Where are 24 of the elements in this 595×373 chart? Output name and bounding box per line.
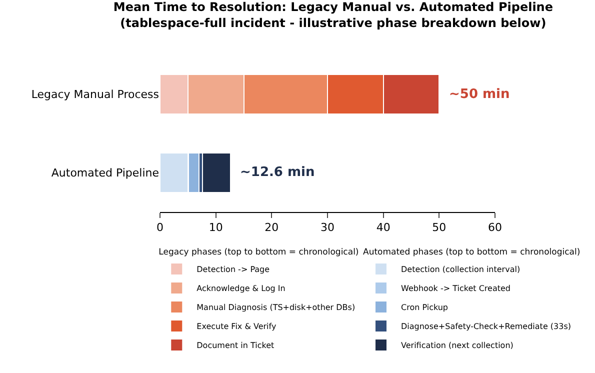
chart-title: Mean Time to Resolution: Legacy Manual vs. Automated Pipeline (tablespace-full incident - illustrative phase breakdown below) (113, 0, 554, 30)
annotation: ~12.6 min (240, 165, 315, 180)
text: Automated phases (top to bottom = chronological) (363, 247, 580, 258)
x-tick-label: 30 (320, 221, 334, 234)
y-tick-label: Legacy Manual Process (31, 88, 160, 102)
legend-label: Webhook -> Ticket Created (401, 284, 510, 294)
x-tick-label: 40 (376, 221, 390, 234)
legend-label: Manual Diagnosis (TS+disk+other DBs) (196, 303, 356, 312)
text: Legacy phases (top to bottom = chronological) (158, 247, 359, 258)
legend-label: Detection (collection interval) (401, 265, 520, 274)
legend-label: Cron Pickup (401, 303, 448, 312)
legend-label: Verification (next collection) (401, 341, 514, 350)
x-tick-label: 60 (488, 221, 502, 234)
legend-label: Document in Ticket (196, 341, 274, 350)
x-tick-label: 0 (156, 221, 164, 234)
x-tick-label: 10 (208, 221, 223, 234)
annotation: ~50 min (449, 87, 510, 102)
x-tick-label: 50 (432, 221, 446, 234)
legend-label: Diagnose+Safety-Check+Remediate (33s) (401, 322, 571, 332)
legend-label: Acknowledge & Log In (196, 284, 286, 294)
x-tick-label: 20 (264, 221, 279, 234)
legend-label: Detection -> Page (196, 265, 270, 274)
legend-label: Execute Fix & Verify (196, 322, 276, 332)
y-tick-label: Automated Pipeline (51, 166, 160, 180)
